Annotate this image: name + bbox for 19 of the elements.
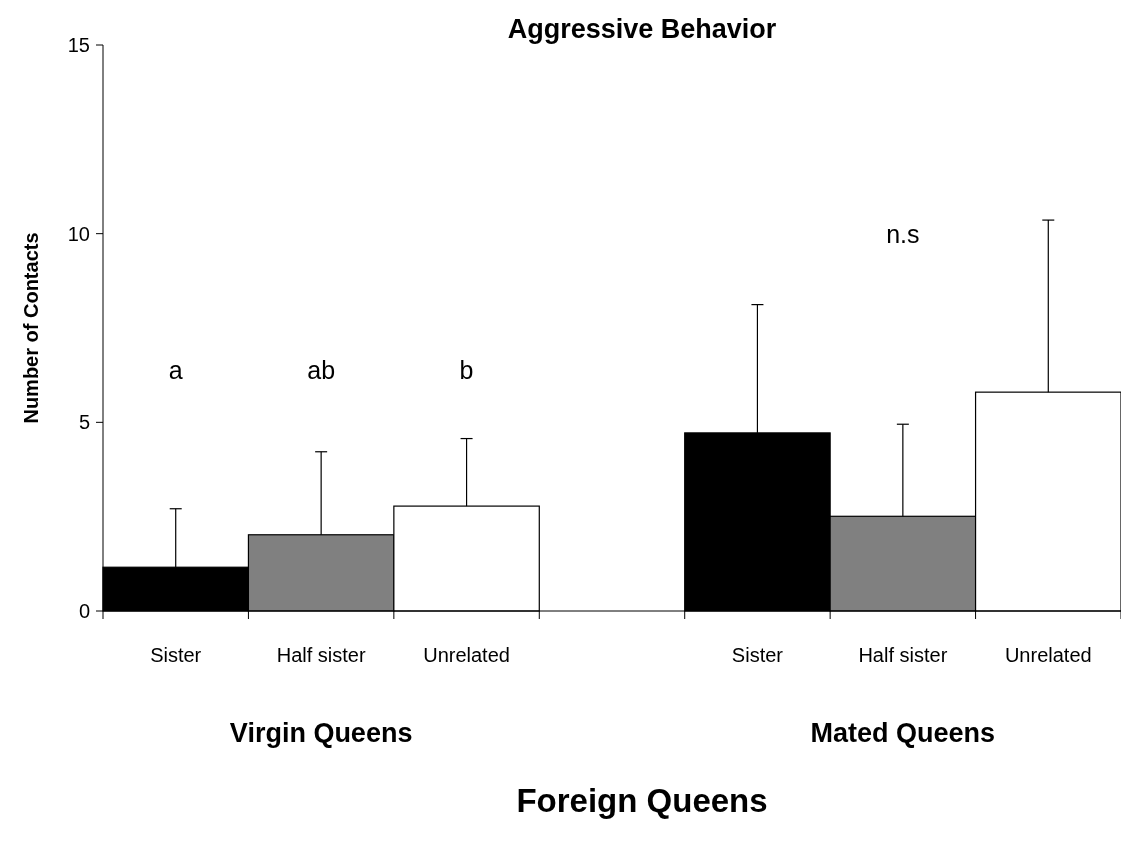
annotation: a — [168, 355, 183, 384]
x-tick-label: Half sister — [858, 644, 948, 666]
x-tick-label: Unrelated — [423, 644, 510, 666]
x-tick-label: Unrelated — [1004, 644, 1092, 666]
y-tick-label: 0 — [78, 600, 90, 622]
x-tick-label: Sister — [150, 644, 202, 666]
y-tick-label: 10 — [67, 222, 90, 245]
annotation: b — [459, 355, 474, 384]
y-tick-label: 5 — [78, 411, 90, 434]
x-tick-label: Half sister — [276, 644, 366, 666]
x-tick-label: Sister — [731, 644, 784, 666]
text: Mated Queens — [810, 718, 996, 748]
y-axis-title: Number of Contacts — [20, 232, 42, 424]
chart-title: Aggressive Behavior — [507, 14, 777, 44]
x-axis-title: Foreign Queens — [516, 782, 768, 819]
text: Virgin Queens — [229, 718, 413, 748]
y-tick-label: 15 — [67, 34, 90, 56]
annotation: ab — [307, 355, 336, 384]
annotation: n.s — [886, 219, 920, 248]
